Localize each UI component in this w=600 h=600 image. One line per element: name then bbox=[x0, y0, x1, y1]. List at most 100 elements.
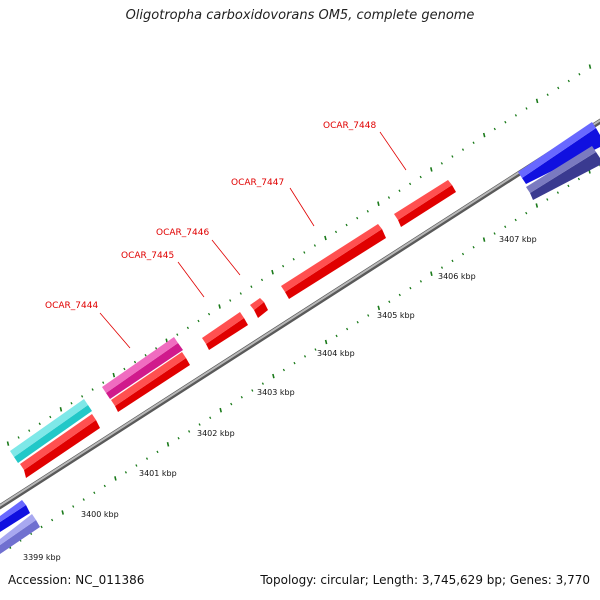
scale-label: 3399 kbp bbox=[23, 553, 61, 562]
track-tick bbox=[219, 407, 222, 413]
track-tick bbox=[133, 360, 137, 364]
track-tick bbox=[525, 107, 528, 110]
track-tick bbox=[335, 334, 338, 338]
track-tick bbox=[419, 175, 422, 179]
track-tick bbox=[17, 436, 20, 439]
genome-summary-text: Topology: circular; Length: 3,745,629 bp… bbox=[260, 573, 590, 587]
track-tick bbox=[91, 388, 94, 391]
track-tick bbox=[324, 235, 327, 241]
track-tick bbox=[345, 223, 348, 227]
track-tick bbox=[230, 402, 233, 406]
track-tick bbox=[176, 333, 179, 336]
track-tick bbox=[188, 430, 191, 433]
track-tick bbox=[292, 257, 295, 261]
track-tick bbox=[451, 155, 454, 158]
track-tick bbox=[282, 368, 285, 372]
track-tick bbox=[546, 93, 549, 97]
track-tick bbox=[49, 415, 52, 419]
track-tick bbox=[250, 285, 253, 288]
track-tick bbox=[482, 132, 486, 138]
inner-scale-track bbox=[8, 164, 600, 549]
track-tick bbox=[70, 401, 73, 405]
track-tick bbox=[535, 203, 539, 208]
track-tick bbox=[324, 339, 328, 345]
track-tick bbox=[366, 210, 369, 213]
track-tick bbox=[144, 353, 147, 357]
track-tick bbox=[272, 373, 275, 379]
track-tick bbox=[535, 98, 539, 104]
track-tick bbox=[186, 326, 189, 330]
gene-label-ocar-7445: OCAR_7445 bbox=[121, 251, 205, 298]
track-tick bbox=[461, 148, 465, 151]
gene-red-ocar-7445 bbox=[202, 312, 248, 350]
outer-dotted-track bbox=[6, 64, 592, 446]
track-tick bbox=[398, 189, 401, 193]
track-tick bbox=[504, 120, 507, 124]
track-tick bbox=[493, 232, 496, 235]
track-tick bbox=[218, 304, 221, 309]
track-tick bbox=[514, 218, 517, 222]
track-tick bbox=[334, 230, 338, 234]
track-tick bbox=[229, 299, 232, 302]
gene-red-ocar-7446 bbox=[250, 298, 268, 318]
track-tick bbox=[145, 457, 149, 460]
track-tick bbox=[388, 300, 391, 304]
track-tick bbox=[38, 422, 41, 426]
track-tick bbox=[239, 292, 242, 295]
track-tick bbox=[303, 251, 306, 254]
gene-label-ocar-7447: OCAR_7447 bbox=[231, 178, 315, 227]
track-tick bbox=[430, 271, 433, 276]
track-tick bbox=[577, 177, 580, 181]
scale-label: 3401 kbp bbox=[139, 469, 177, 478]
track-tick bbox=[124, 471, 127, 474]
scale-label: 3406 kbp bbox=[438, 272, 476, 281]
track-tick bbox=[482, 237, 486, 242]
track-tick bbox=[59, 407, 63, 412]
track-tick bbox=[430, 167, 433, 172]
svg-text:OCAR_7444: OCAR_7444 bbox=[45, 301, 98, 311]
gene-red-1 bbox=[20, 414, 100, 478]
track-tick bbox=[525, 211, 528, 215]
scale-label: 3405 kbp bbox=[377, 311, 415, 320]
track-tick bbox=[177, 436, 180, 440]
track-tick bbox=[377, 305, 381, 311]
track-tick bbox=[123, 367, 126, 371]
track-tick bbox=[578, 72, 581, 76]
track-tick bbox=[514, 114, 517, 117]
gene-label-ocar-7446: OCAR_7446 bbox=[156, 228, 241, 276]
track-tick bbox=[40, 525, 43, 529]
track-tick bbox=[546, 198, 549, 201]
track-tick bbox=[155, 347, 158, 350]
gene-red-2 bbox=[111, 352, 190, 412]
track-tick bbox=[114, 476, 117, 481]
gene-label-ocar-7448: OCAR_7448 bbox=[323, 121, 407, 171]
track-tick bbox=[112, 372, 116, 378]
accession-text: Accession: NC_011386 bbox=[8, 573, 145, 587]
gene-forward-magenta bbox=[102, 337, 183, 399]
track-tick bbox=[102, 381, 105, 384]
track-tick bbox=[240, 395, 243, 399]
track-tick bbox=[356, 320, 359, 324]
track-tick bbox=[440, 162, 443, 165]
track-tick bbox=[314, 348, 317, 351]
track-tick bbox=[409, 286, 412, 290]
svg-text:OCAR_7448: OCAR_7448 bbox=[323, 121, 376, 131]
scale-label: 3400 kbp bbox=[81, 510, 119, 519]
track-tick bbox=[6, 441, 10, 446]
track-tick bbox=[103, 484, 106, 488]
track-tick bbox=[81, 395, 84, 398]
scale-label: 3402 kbp bbox=[197, 429, 235, 438]
gene-label-ocar-7444: OCAR_7444 bbox=[45, 301, 131, 349]
track-tick bbox=[472, 141, 475, 145]
track-tick bbox=[472, 245, 475, 249]
track-tick bbox=[51, 518, 54, 522]
gene-reverse-blue bbox=[0, 500, 30, 532]
track-tick bbox=[567, 79, 570, 83]
track-tick bbox=[556, 191, 559, 194]
track-tick bbox=[82, 498, 85, 501]
gene-red-ocar-7448 bbox=[394, 180, 456, 227]
track-tick bbox=[293, 361, 296, 365]
track-tick bbox=[451, 259, 454, 263]
track-tick bbox=[282, 264, 285, 268]
scale-label: 3407 kbp bbox=[499, 235, 537, 244]
